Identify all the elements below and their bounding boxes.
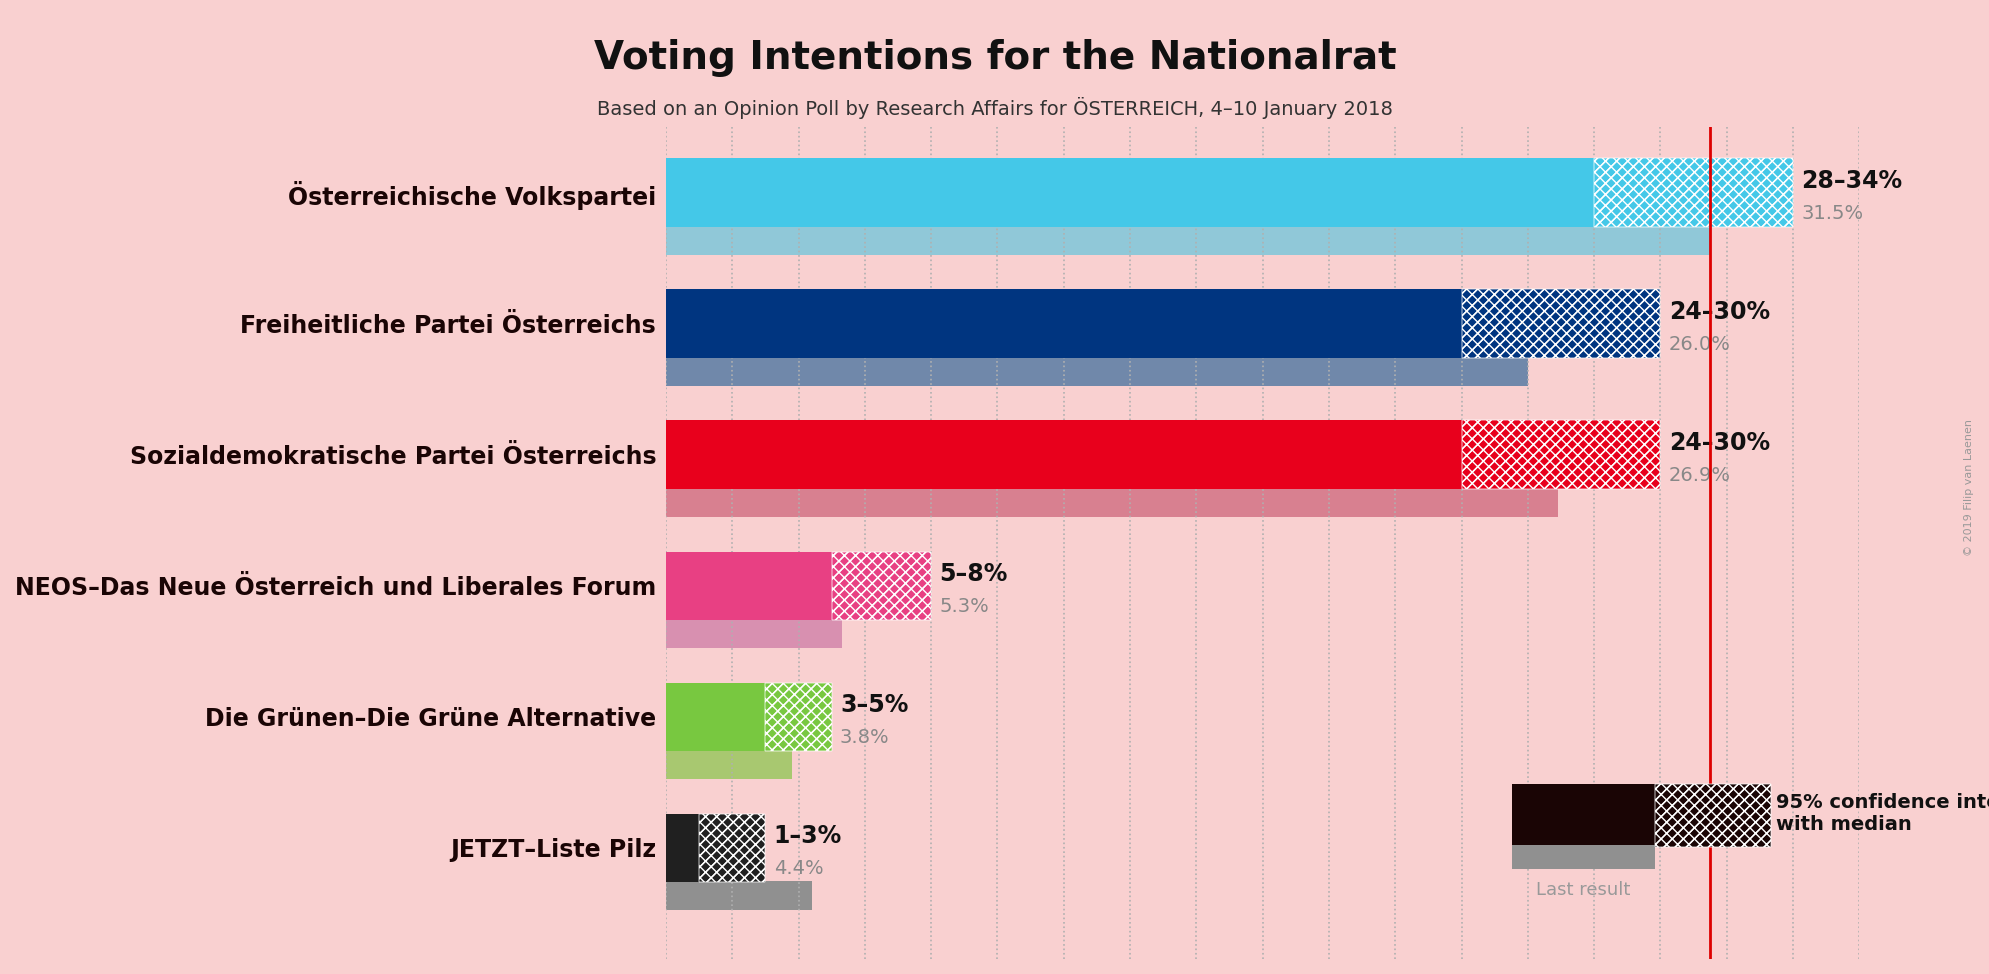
- Text: 5–8%: 5–8%: [939, 562, 1006, 585]
- Text: 3–5%: 3–5%: [839, 693, 907, 717]
- Bar: [766, 683, 831, 751]
- Text: 95% confidence interval
with median: 95% confidence interval with median: [1776, 793, 1989, 834]
- Bar: [698, 813, 766, 881]
- Bar: [1593, 159, 1792, 227]
- Bar: [666, 683, 766, 751]
- Bar: [766, 683, 831, 751]
- Bar: [666, 421, 1460, 489]
- Text: 24–30%: 24–30%: [1669, 300, 1768, 323]
- Bar: [666, 226, 1709, 254]
- Bar: [1593, 159, 1792, 227]
- Bar: [831, 551, 931, 619]
- Bar: [1460, 421, 1659, 489]
- Text: 3.8%: 3.8%: [839, 729, 889, 747]
- Text: Based on an Opinion Poll by Research Affairs for ÖSTERREICH, 4–10 January 2018: Based on an Opinion Poll by Research Aff…: [597, 97, 1392, 120]
- Bar: [1460, 421, 1659, 489]
- Bar: [666, 356, 1528, 386]
- Bar: [1460, 289, 1659, 357]
- Text: 5.3%: 5.3%: [939, 597, 989, 616]
- Bar: [1460, 289, 1659, 357]
- Text: 4.4%: 4.4%: [774, 859, 823, 879]
- Bar: [1460, 289, 1659, 357]
- Bar: [766, 683, 831, 751]
- Text: 28–34%: 28–34%: [1800, 169, 1901, 193]
- Text: Last result: Last result: [1536, 881, 1629, 899]
- Text: Voting Intentions for the Nationalrat: Voting Intentions for the Nationalrat: [593, 39, 1396, 77]
- Bar: [666, 159, 1593, 227]
- Bar: [666, 618, 841, 648]
- Bar: [666, 488, 1557, 516]
- Bar: [666, 880, 812, 910]
- Bar: [666, 551, 831, 619]
- Text: 26.0%: 26.0%: [1669, 335, 1730, 354]
- Bar: [666, 750, 792, 779]
- Bar: [1593, 159, 1792, 227]
- Bar: [666, 289, 1460, 357]
- Text: 1–3%: 1–3%: [774, 824, 841, 847]
- Text: © 2019 Filip van Laenen: © 2019 Filip van Laenen: [1963, 419, 1973, 555]
- Bar: [698, 813, 766, 881]
- Text: 31.5%: 31.5%: [1800, 204, 1862, 223]
- Bar: [698, 813, 766, 881]
- Bar: [831, 551, 931, 619]
- Text: 24–30%: 24–30%: [1669, 431, 1768, 455]
- Text: 26.9%: 26.9%: [1669, 466, 1730, 485]
- Bar: [831, 551, 931, 619]
- Bar: [1460, 421, 1659, 489]
- Bar: [666, 813, 698, 881]
